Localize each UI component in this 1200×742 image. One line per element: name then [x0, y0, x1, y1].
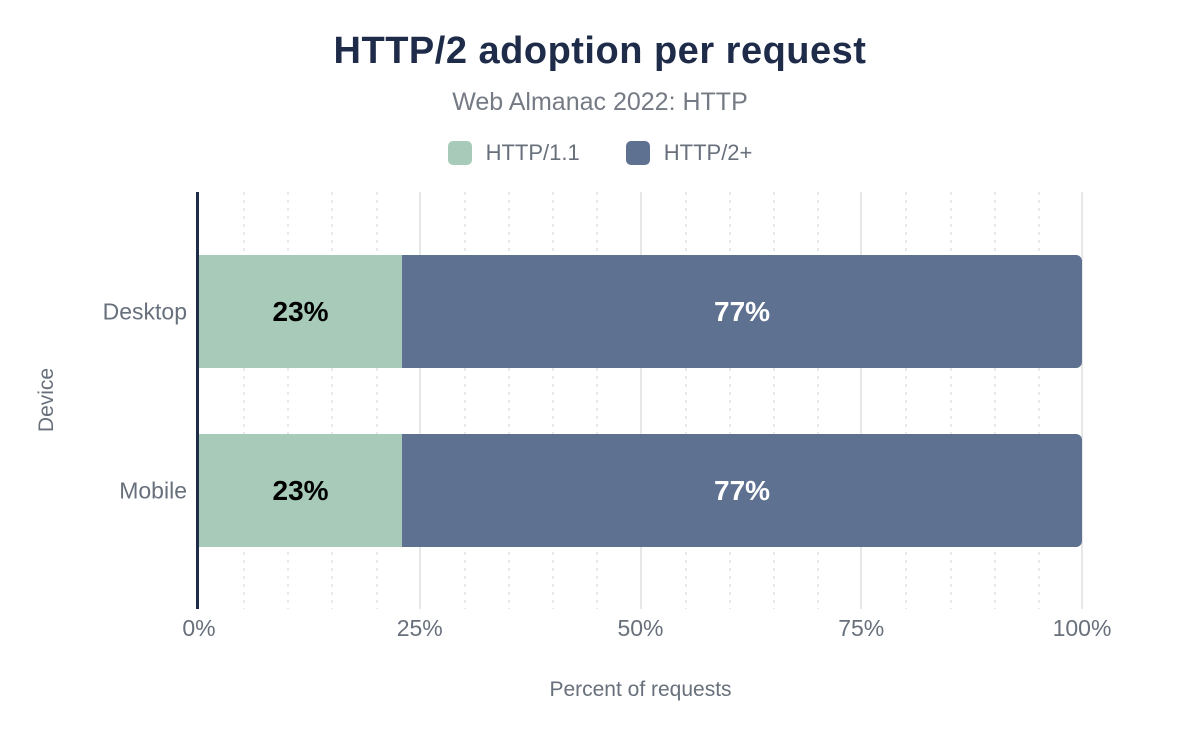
legend-swatch-http-1-1 — [447, 141, 472, 165]
bar-segment-desktop-http-1-1: 23% — [199, 255, 403, 368]
y-axis-line — [196, 192, 199, 609]
legend-item-http-2: HTTP/2+ — [625, 140, 753, 166]
gridline-minor — [993, 192, 996, 609]
chart-title: HTTP/2 adoption per request — [333, 30, 867, 72]
legend-label: HTTP/1.1 — [485, 140, 580, 165]
bar-value-label: 77% — [714, 295, 771, 327]
bar-value-label: 23% — [272, 474, 329, 506]
gridline-minor — [463, 192, 466, 609]
y-category-label-mobile: Mobile — [119, 477, 187, 503]
bar-row-mobile: 23% 77% — [199, 434, 1082, 547]
gridline-minor — [243, 192, 246, 609]
legend-swatch-http-2 — [625, 141, 650, 165]
gridline-minor — [596, 192, 599, 609]
x-tick-label: 0% — [182, 615, 216, 641]
gridline-minor — [728, 192, 731, 609]
gridline-minor — [331, 192, 334, 609]
gridline-minor — [772, 192, 775, 609]
legend-label: HTTP/2+ — [663, 140, 753, 165]
gridline-minor — [949, 192, 952, 609]
plot-area: 23% 77% 23% 77% — [196, 192, 1083, 609]
y-category-label-desktop: Desktop — [102, 298, 187, 324]
x-tick-label: 100% — [1052, 615, 1112, 641]
bar-segment-desktop-http-2: 77% — [402, 255, 1082, 368]
gridline-minor — [552, 192, 555, 609]
gridline-minor — [508, 192, 511, 609]
x-tick-label: 75% — [838, 615, 885, 641]
chart-subtitle: Web Almanac 2022: HTTP — [452, 88, 748, 116]
gridline-major — [639, 192, 642, 609]
legend-item-http-1-1: HTTP/1.1 — [447, 140, 580, 166]
bar-segment-mobile-http-2: 77% — [402, 434, 1082, 547]
bar-value-label: 23% — [272, 295, 329, 327]
x-tick-label: 50% — [617, 615, 664, 641]
gridline-major — [860, 192, 863, 609]
x-axis-title: Percent of requests — [549, 678, 732, 701]
chart-legend: HTTP/1.1 HTTP/2+ — [0, 140, 1200, 166]
gridline-major — [418, 192, 421, 609]
bar-segment-mobile-http-1-1: 23% — [199, 434, 403, 547]
y-axis-title: Device — [35, 367, 58, 433]
gridline-minor — [817, 192, 820, 609]
gridline-minor — [1037, 192, 1040, 609]
gridline-minor — [287, 192, 290, 609]
gridline-minor — [375, 192, 378, 609]
bar-value-label: 77% — [714, 474, 771, 506]
bar-row-desktop: 23% 77% — [199, 255, 1082, 368]
gridline-minor — [684, 192, 687, 609]
x-tick-label: 25% — [396, 615, 443, 641]
gridline-major — [1081, 192, 1083, 609]
gridline-minor — [905, 192, 908, 609]
